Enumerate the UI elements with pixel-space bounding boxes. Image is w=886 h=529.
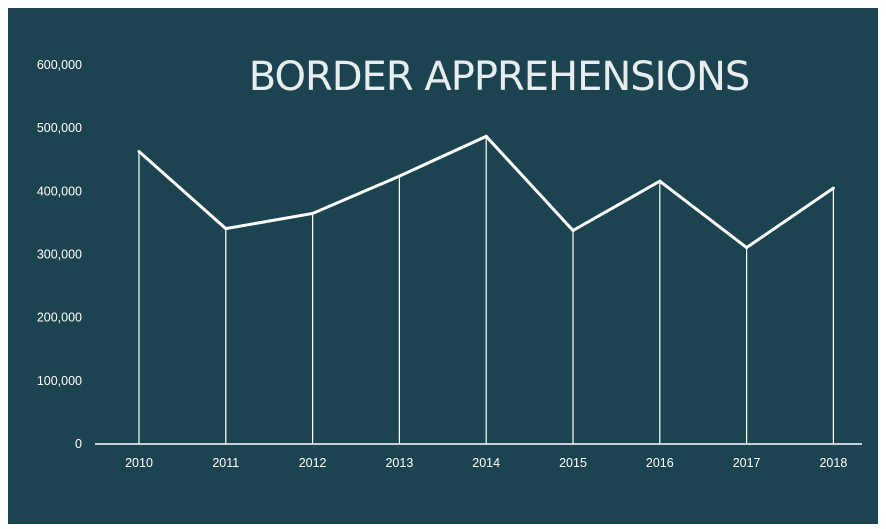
y-axis-tick-labels: 0 100,000 200,000 300,000 400,000 500,000 600,… [37, 58, 82, 451]
y-tick-label: 200,000 [37, 311, 82, 325]
x-tick-label: 2011 [212, 456, 239, 470]
y-tick-label: 0 [75, 437, 82, 451]
y-tick-label: 600,000 [37, 58, 82, 72]
x-tick-label: 2012 [299, 456, 327, 470]
x-tick-label: 2015 [559, 456, 587, 470]
data-point [137, 150, 141, 154]
data-point [745, 246, 749, 250]
y-tick-label: 500,000 [37, 121, 82, 135]
x-axis-tick-labels: 2010 2011 2012 2013 2014 2015 2016 2017 2018 [125, 456, 847, 470]
y-tick-label: 100,000 [37, 374, 82, 388]
x-tick-label: 2018 [819, 456, 847, 470]
x-tick-label: 2010 [125, 456, 153, 470]
data-point [224, 227, 228, 231]
data-point [397, 174, 401, 178]
chart-panel [8, 8, 878, 524]
x-tick-label: 2013 [385, 456, 413, 470]
chart-title: BORDER APPREHENSIONS [249, 54, 750, 100]
data-point [658, 179, 662, 183]
data-point [484, 134, 488, 138]
data-point [311, 211, 315, 215]
y-tick-label: 400,000 [37, 184, 82, 198]
y-tick-label: 300,000 [37, 248, 82, 262]
x-tick-label: 2017 [733, 456, 761, 470]
data-point [831, 186, 835, 190]
series-lines [137, 134, 835, 250]
x-tick-label: 2016 [646, 456, 674, 470]
data-point [571, 228, 575, 232]
x-tick-label: 2014 [472, 456, 500, 470]
drop-lines [138, 136, 835, 444]
